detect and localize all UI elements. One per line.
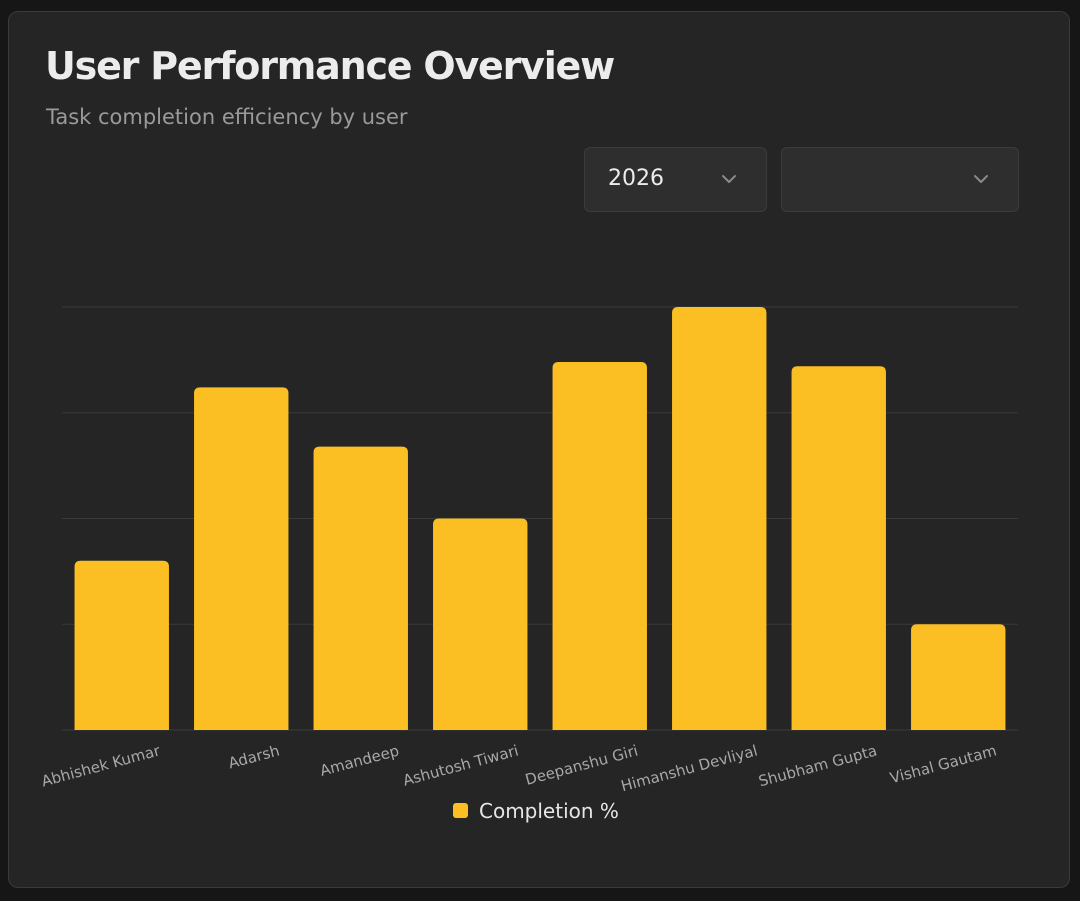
bar-abhishek-kumar[interactable] [74,560,169,730]
page-title: User Performance Overview [45,44,615,88]
secondary-select[interactable] [781,147,1019,212]
x-tick-label: Abhishek Kumar [39,741,162,790]
year-select-value: 2026 [608,166,664,191]
chevron-down-icon [722,175,736,183]
page-subtitle: Task completion efficiency by user [46,105,408,129]
x-tick-label: Adarsh [226,741,281,772]
legend-swatch [453,803,468,818]
x-tick-label: Himanshu Devliyal [619,741,759,795]
bar-amandeep[interactable] [313,446,408,730]
legend-label[interactable]: Completion % [479,799,619,823]
x-tick-label: Amandeep [318,741,401,779]
bar-shubham-gupta[interactable] [791,366,886,730]
x-tick-label: Shubham Gupta [757,741,879,790]
year-select[interactable]: 2026 [584,147,767,212]
bar-adarsh[interactable] [194,387,289,730]
x-tick-label: Ashutosh Tiwari [401,741,521,789]
bar-vishal-gautam[interactable] [911,624,1006,730]
chevron-down-icon [974,175,988,183]
x-tick-label: Vishal Gautam [888,741,998,787]
bar-ashutosh-tiwari[interactable] [433,518,528,731]
bar-deepanshu-giri[interactable] [552,361,647,730]
bar-himanshu-devliyal[interactable] [672,307,767,730]
